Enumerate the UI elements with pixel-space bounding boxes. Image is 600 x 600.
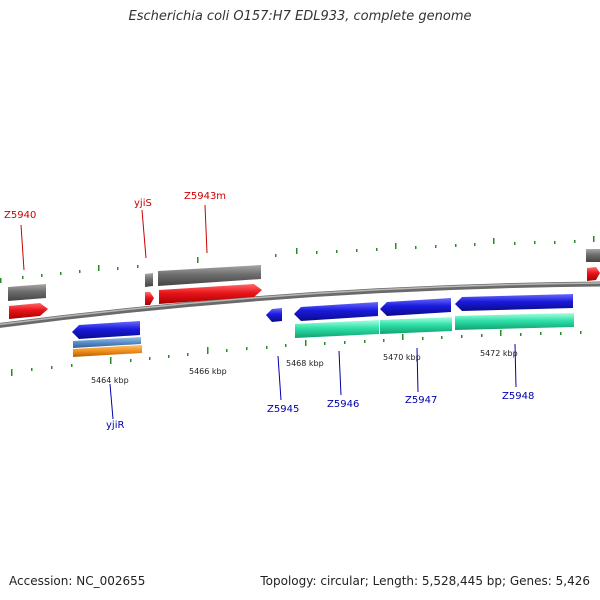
- gene-z5945[interactable]: [266, 308, 282, 322]
- reverse-leader-lines: [109, 343, 517, 420]
- gene-label-z5946[interactable]: Z5946: [327, 399, 359, 410]
- gene-z5946-teal-bar[interactable]: [295, 320, 379, 338]
- gene-z5943m-arrow[interactable]: [159, 284, 262, 304]
- gene-z5947[interactable]: [380, 298, 452, 334]
- tick-label-5468: 5468 kbp: [286, 359, 324, 368]
- gene-label-yjir[interactable]: yjiR: [106, 420, 124, 431]
- gene-label-z5948[interactable]: Z5948: [502, 391, 534, 402]
- gene-z5940[interactable]: [8, 284, 48, 319]
- gene-partial-right-arrow[interactable]: [587, 267, 600, 281]
- gene-label-z5947[interactable]: Z5947: [405, 395, 437, 406]
- gene-z5948[interactable]: [455, 294, 574, 330]
- tick-label-5464: 5464 kbp: [91, 376, 129, 385]
- genome-backbone: [0, 281, 600, 328]
- gene-z5946[interactable]: [294, 302, 379, 338]
- gene-z5943m-cds[interactable]: [158, 265, 261, 286]
- gene-z5948-arrow[interactable]: [455, 294, 573, 311]
- gene-label-z5945[interactable]: Z5945: [267, 404, 299, 415]
- page-title: Escherichia coli O157:H7 EDL933, complet…: [128, 9, 472, 24]
- gene-yjis-arrow[interactable]: [145, 292, 154, 305]
- gene-z5943m[interactable]: [158, 265, 262, 304]
- gene-z5940-cds[interactable]: [8, 284, 46, 301]
- gene-label-z5940[interactable]: Z5940: [4, 210, 36, 221]
- accession-text: Accession: NC_002655: [9, 574, 146, 588]
- genome-summary-text: Topology: circular; Length: 5,528,445 bp…: [260, 574, 590, 588]
- gene-z5946-arrow[interactable]: [294, 302, 378, 321]
- gene-label-z5943m[interactable]: Z5943m: [184, 191, 226, 202]
- gene-yjis-cds[interactable]: [145, 273, 153, 287]
- gene-z5947-arrow[interactable]: [380, 298, 451, 316]
- gene-z5948-teal-bar[interactable]: [455, 313, 574, 330]
- gene-yjis[interactable]: [145, 273, 154, 305]
- outer-tick-ruler: [0, 236, 595, 283]
- gene-yjir[interactable]: [72, 321, 142, 357]
- gene-z5940-arrow[interactable]: [9, 303, 48, 319]
- gene-yjir-orange-bar[interactable]: [73, 345, 142, 357]
- gene-partial-right[interactable]: [586, 249, 600, 281]
- tick-label-5466: 5466 kbp: [189, 367, 227, 376]
- gene-partial-right-cds[interactable]: [586, 249, 600, 262]
- gene-yjir-steel-bar[interactable]: [73, 337, 141, 348]
- gene-label-yjis[interactable]: yjiS: [134, 198, 152, 209]
- gene-z5947-teal-bar[interactable]: [380, 317, 452, 334]
- tick-label-5470: 5470 kbp: [383, 353, 421, 362]
- gene-z5945-arrow[interactable]: [266, 308, 282, 322]
- gene-yjir-arrow[interactable]: [72, 321, 140, 339]
- inner-tick-ruler: [11, 330, 582, 376]
- forward-leader-lines: [20, 204, 208, 271]
- tick-label-5472: 5472 kbp: [480, 349, 518, 358]
